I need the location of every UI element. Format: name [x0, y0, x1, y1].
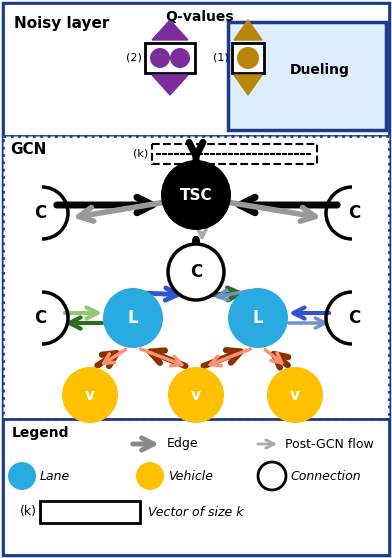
- Polygon shape: [234, 20, 262, 40]
- Text: Q-values: Q-values: [166, 10, 234, 24]
- Circle shape: [228, 288, 288, 348]
- Text: Vehicle: Vehicle: [168, 469, 213, 483]
- Text: Lane: Lane: [40, 469, 70, 483]
- Text: Edge: Edge: [167, 437, 199, 450]
- Text: Noisy layer: Noisy layer: [14, 16, 109, 31]
- FancyBboxPatch shape: [40, 501, 140, 523]
- FancyBboxPatch shape: [3, 3, 389, 136]
- Polygon shape: [234, 75, 262, 95]
- Text: v: v: [85, 387, 95, 402]
- Text: C: C: [348, 204, 360, 222]
- FancyBboxPatch shape: [232, 43, 264, 73]
- Text: Post-GCN flow: Post-GCN flow: [285, 437, 374, 450]
- Text: TSC: TSC: [180, 187, 212, 203]
- Text: v: v: [191, 387, 201, 402]
- Circle shape: [103, 288, 163, 348]
- Text: GCN: GCN: [10, 142, 46, 157]
- Text: (k): (k): [20, 506, 37, 518]
- Circle shape: [8, 462, 36, 490]
- Circle shape: [258, 462, 286, 490]
- FancyBboxPatch shape: [3, 419, 389, 555]
- Circle shape: [161, 160, 231, 230]
- Circle shape: [62, 367, 118, 423]
- Text: Vector of size k: Vector of size k: [148, 506, 243, 518]
- Circle shape: [136, 462, 164, 490]
- Circle shape: [170, 48, 190, 68]
- Text: C: C: [190, 263, 202, 281]
- FancyBboxPatch shape: [3, 136, 389, 419]
- Circle shape: [237, 47, 259, 69]
- Text: C: C: [348, 309, 360, 327]
- Text: (k): (k): [133, 148, 148, 158]
- Circle shape: [168, 244, 224, 300]
- Circle shape: [267, 367, 323, 423]
- Polygon shape: [152, 20, 188, 40]
- Text: C: C: [34, 204, 46, 222]
- Polygon shape: [152, 75, 188, 95]
- Text: Connection: Connection: [290, 469, 361, 483]
- FancyBboxPatch shape: [145, 43, 195, 73]
- Text: (2): (2): [126, 53, 142, 63]
- FancyBboxPatch shape: [3, 3, 389, 555]
- Text: v: v: [290, 387, 300, 402]
- Text: Legend: Legend: [12, 426, 69, 440]
- Text: Dueling: Dueling: [290, 63, 350, 77]
- FancyBboxPatch shape: [228, 22, 386, 130]
- Text: L: L: [128, 309, 138, 327]
- FancyBboxPatch shape: [152, 144, 317, 164]
- Text: (1): (1): [213, 53, 229, 63]
- Text: C: C: [34, 309, 46, 327]
- Text: L: L: [253, 309, 263, 327]
- Circle shape: [168, 367, 224, 423]
- Circle shape: [150, 48, 170, 68]
